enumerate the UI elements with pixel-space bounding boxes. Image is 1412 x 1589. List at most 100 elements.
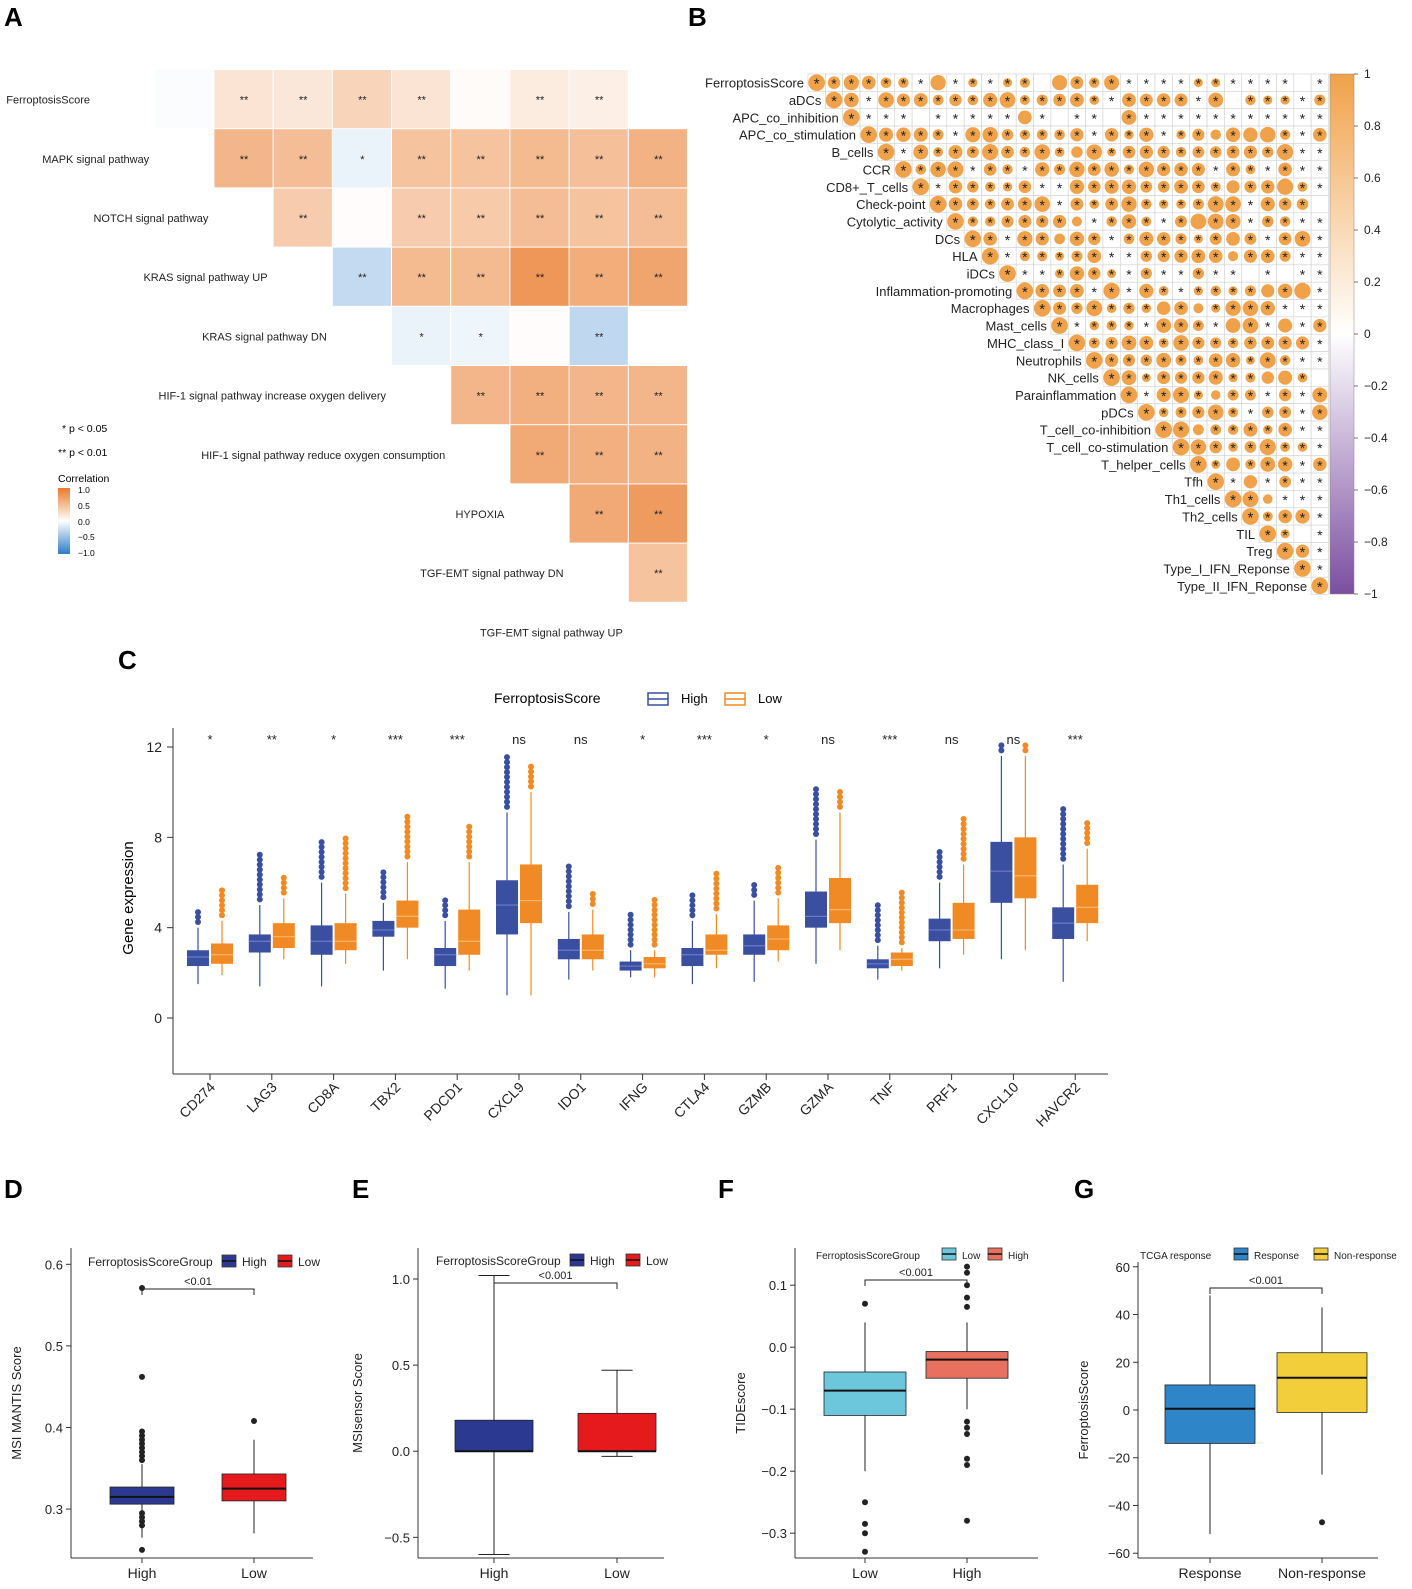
corr-star: *: [1213, 301, 1219, 317]
panel-c-outlier: [874, 927, 881, 934]
corr-star: *: [1248, 110, 1254, 126]
panel-b-cbar-tick: −1: [1364, 587, 1378, 601]
corr-star: *: [1248, 371, 1254, 387]
corr-cell: [1293, 524, 1312, 543]
corr-dot: [1225, 196, 1241, 213]
panel-c-outlier: [960, 855, 967, 862]
corr-star: *: [1057, 93, 1063, 109]
corr-star: *: [1005, 162, 1011, 178]
panel-c-outlier: [813, 830, 819, 837]
corr-dot: [1139, 145, 1153, 159]
corr-star: *: [1317, 162, 1323, 178]
panel-c-outlier: [898, 909, 905, 916]
panel-a-colorbar: [58, 488, 70, 554]
panel-c-box: [990, 841, 1013, 903]
corr-diag-dot: [1259, 525, 1277, 543]
corr-dot: [1070, 197, 1084, 211]
corr-star: *: [1265, 527, 1271, 544]
corr-star: *: [1196, 145, 1202, 161]
panel-c-outlier: [404, 843, 411, 850]
panel-c-legend-title: FerroptosisScore: [494, 690, 601, 706]
panel-c-outlier: [318, 858, 325, 865]
panel-c-box: [248, 934, 271, 953]
corr-star: *: [918, 180, 924, 197]
panel-c-box: [272, 923, 295, 948]
corr-dot: [1055, 268, 1065, 279]
corr-star: *: [1213, 336, 1219, 352]
corr-star: *: [1265, 76, 1271, 92]
corr-star: *: [1196, 405, 1202, 421]
panel-c-outlier: [318, 839, 325, 846]
panel-e-legend: FerroptosisScoreGroup High Low: [436, 1253, 668, 1268]
panel-c-sig: ns: [512, 732, 526, 747]
corr-star: *: [1091, 353, 1097, 370]
corr-dot: [1192, 406, 1205, 419]
corr-star: *: [1248, 197, 1254, 213]
corr-star: *: [1265, 197, 1271, 213]
corr-dot: [1174, 301, 1188, 316]
heatmap-cell: [569, 306, 628, 365]
corr-dot: [1036, 129, 1048, 141]
corr-star: *: [987, 232, 993, 248]
panel-g-letter: G: [1074, 1174, 1094, 1204]
corr-dot: [1001, 145, 1014, 159]
corr-star: *: [1144, 371, 1150, 387]
corr-star: *: [901, 93, 907, 109]
panel-e: E FerroptosisScoreGroup High Low MSIsensor …: [350, 1174, 668, 1581]
corr-dot: [1279, 355, 1291, 366]
corr-star: *: [1248, 284, 1254, 300]
heatmap-cell-sig: **: [477, 391, 486, 403]
heatmap-cell: [569, 247, 628, 306]
panel-b-row-label: aDCs: [789, 93, 822, 108]
panel-c-xtick: PRF1: [923, 1079, 960, 1116]
corr-star: *: [1317, 440, 1323, 456]
corr-star: *: [1074, 162, 1080, 178]
corr-star: *: [1196, 162, 1202, 178]
corr-star: *: [1265, 232, 1271, 248]
corr-star: *: [1143, 405, 1149, 422]
panel-b-row-label: Macrophages: [951, 301, 1030, 316]
panel-c-outlier: [936, 858, 943, 865]
panel-b-row-label: Th1_cells: [1165, 492, 1221, 507]
panel-a-colorbar-ticks: 1.0 0.5 0.0 −0.5 −1.0: [78, 485, 95, 558]
corr-star: *: [1039, 197, 1045, 213]
panel-a-legend-title: Correlation: [58, 473, 110, 485]
panel-f: F FerroptosisScoreGroup Low HighTIDEscore−…: [718, 1174, 1038, 1581]
corr-cell: [1033, 73, 1052, 92]
corr-star: *: [1005, 249, 1011, 265]
corr-dot: [1295, 336, 1309, 350]
corr-dot: [1018, 180, 1032, 194]
corr-star: *: [1300, 319, 1306, 335]
panel-a-row-label: HIF-1 signal pathway increase oxygen del…: [159, 391, 387, 403]
outlier: [862, 1548, 868, 1555]
corr-dot: [1226, 180, 1240, 194]
heatmap-cell-sig: **: [477, 272, 486, 284]
panel-c-box: [372, 920, 395, 937]
corr-star: *: [1282, 336, 1288, 352]
corr-star: *: [1265, 180, 1271, 196]
corr-star: *: [1092, 76, 1098, 92]
panel-c-outlier: [589, 895, 596, 902]
panel-c-outlier: [1060, 830, 1067, 837]
corr-dot: [1089, 320, 1099, 331]
corr-dot: [1069, 266, 1085, 281]
panel-c-outlier: [651, 921, 658, 928]
corr-star: *: [1126, 301, 1132, 317]
corr-dot: [1017, 197, 1032, 212]
corr-diag-dot: [1276, 542, 1294, 560]
panel-b-cbar-tick: 0.6: [1364, 171, 1381, 185]
corr-dot: [1140, 250, 1153, 262]
corr-star: *: [1317, 405, 1323, 421]
corr-star: *: [1300, 336, 1306, 352]
corr-star: *: [1300, 440, 1306, 456]
corr-star: *: [1248, 180, 1254, 196]
panel-c-xtick: IFNG: [616, 1079, 651, 1114]
corr-dot: [1294, 282, 1311, 300]
panel-c-outlier: [960, 830, 967, 837]
corr-star: *: [1144, 180, 1150, 196]
corr-diag-dot: [1103, 369, 1120, 386]
corr-star: *: [1178, 353, 1184, 369]
panel-c-outlier: [342, 885, 349, 892]
corr-star: *: [1196, 128, 1202, 144]
corr-star: *: [1005, 128, 1011, 144]
